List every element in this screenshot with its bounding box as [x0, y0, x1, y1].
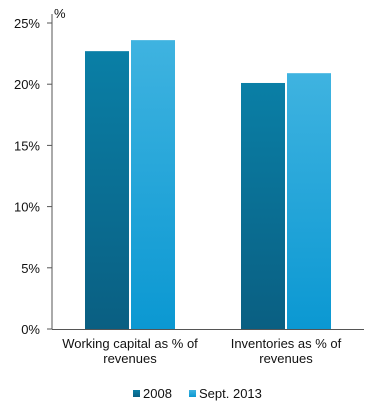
legend-label: 2008	[143, 386, 172, 401]
bar-layer	[85, 40, 331, 330]
y-tick-label: 15%	[14, 138, 40, 153]
y-tick-label: 20%	[14, 77, 40, 92]
legend-swatch	[189, 390, 196, 397]
y-tick-label: 0%	[21, 322, 40, 337]
bar-2008-cat-0	[85, 51, 129, 329]
y-unit-label: %	[54, 6, 66, 21]
category-label-line: Inventories as % of	[231, 336, 342, 351]
legend: 2008 Sept. 2013	[133, 386, 262, 401]
legend-label: Sept. 2013	[199, 386, 262, 401]
bar-2008-cat-1	[241, 82, 285, 329]
y-tick-label: 10%	[14, 200, 40, 215]
category-label: Inventories as % of revenues	[231, 336, 342, 366]
label-layer: 0% 5% 10% 15% 20% 25%% Working capital as % of…	[14, 6, 342, 366]
legend-swatch	[133, 390, 140, 397]
category-label-line: revenues	[103, 351, 157, 366]
y-tick-label: 5%	[21, 261, 40, 276]
bar-sept-2013-cat-1	[287, 73, 331, 330]
y-tick-label: 25%	[14, 16, 40, 31]
bar-sept-2013-cat-0	[131, 40, 175, 330]
axis-layer	[47, 14, 364, 330]
category-label-line: revenues	[259, 351, 313, 366]
category-label: Working capital as % of revenues	[62, 336, 198, 366]
category-label-line: Working capital as % of	[62, 336, 198, 351]
